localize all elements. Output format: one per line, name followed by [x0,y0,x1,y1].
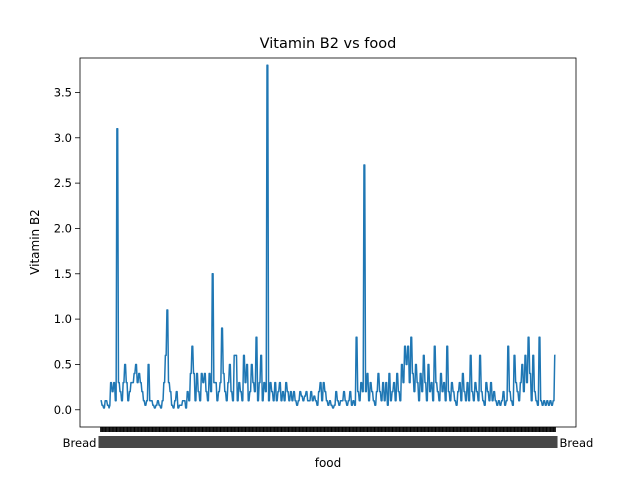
x-tick-label: Bread [63,436,97,450]
y-tick-label: 0.0 [54,403,72,417]
y-tick-label: 2.5 [54,176,72,190]
x-axis-ticks [100,427,556,432]
y-tick-label: 3.5 [54,85,72,99]
series-line [100,64,556,409]
plot-area: Bread Bread 0.0 0.5 1.0 1.5 2.0 2.5 3.0 3.5 [54,57,594,450]
y-axis-ticks: 0.0 0.5 1.0 1.5 2.0 2.5 3.0 3.5 [54,85,80,417]
axes-frame [79,57,577,428]
x-tick-label-band [98,436,558,448]
x-tick-label: Bread [560,436,594,450]
y-tick-label: 0.5 [54,357,72,371]
x-tick-labels: Bread Bread [63,436,594,450]
y-tick-label: 2.0 [54,221,72,235]
y-axis-label: Vitamin B2 [28,209,42,275]
y-tick-label: 3.0 [54,131,72,145]
y-tick-label: 1.0 [54,312,72,326]
y-tick-label: 1.5 [54,267,72,281]
x-axis-label: food [315,456,342,470]
chart-title: Vitamin B2 vs food [260,36,397,52]
